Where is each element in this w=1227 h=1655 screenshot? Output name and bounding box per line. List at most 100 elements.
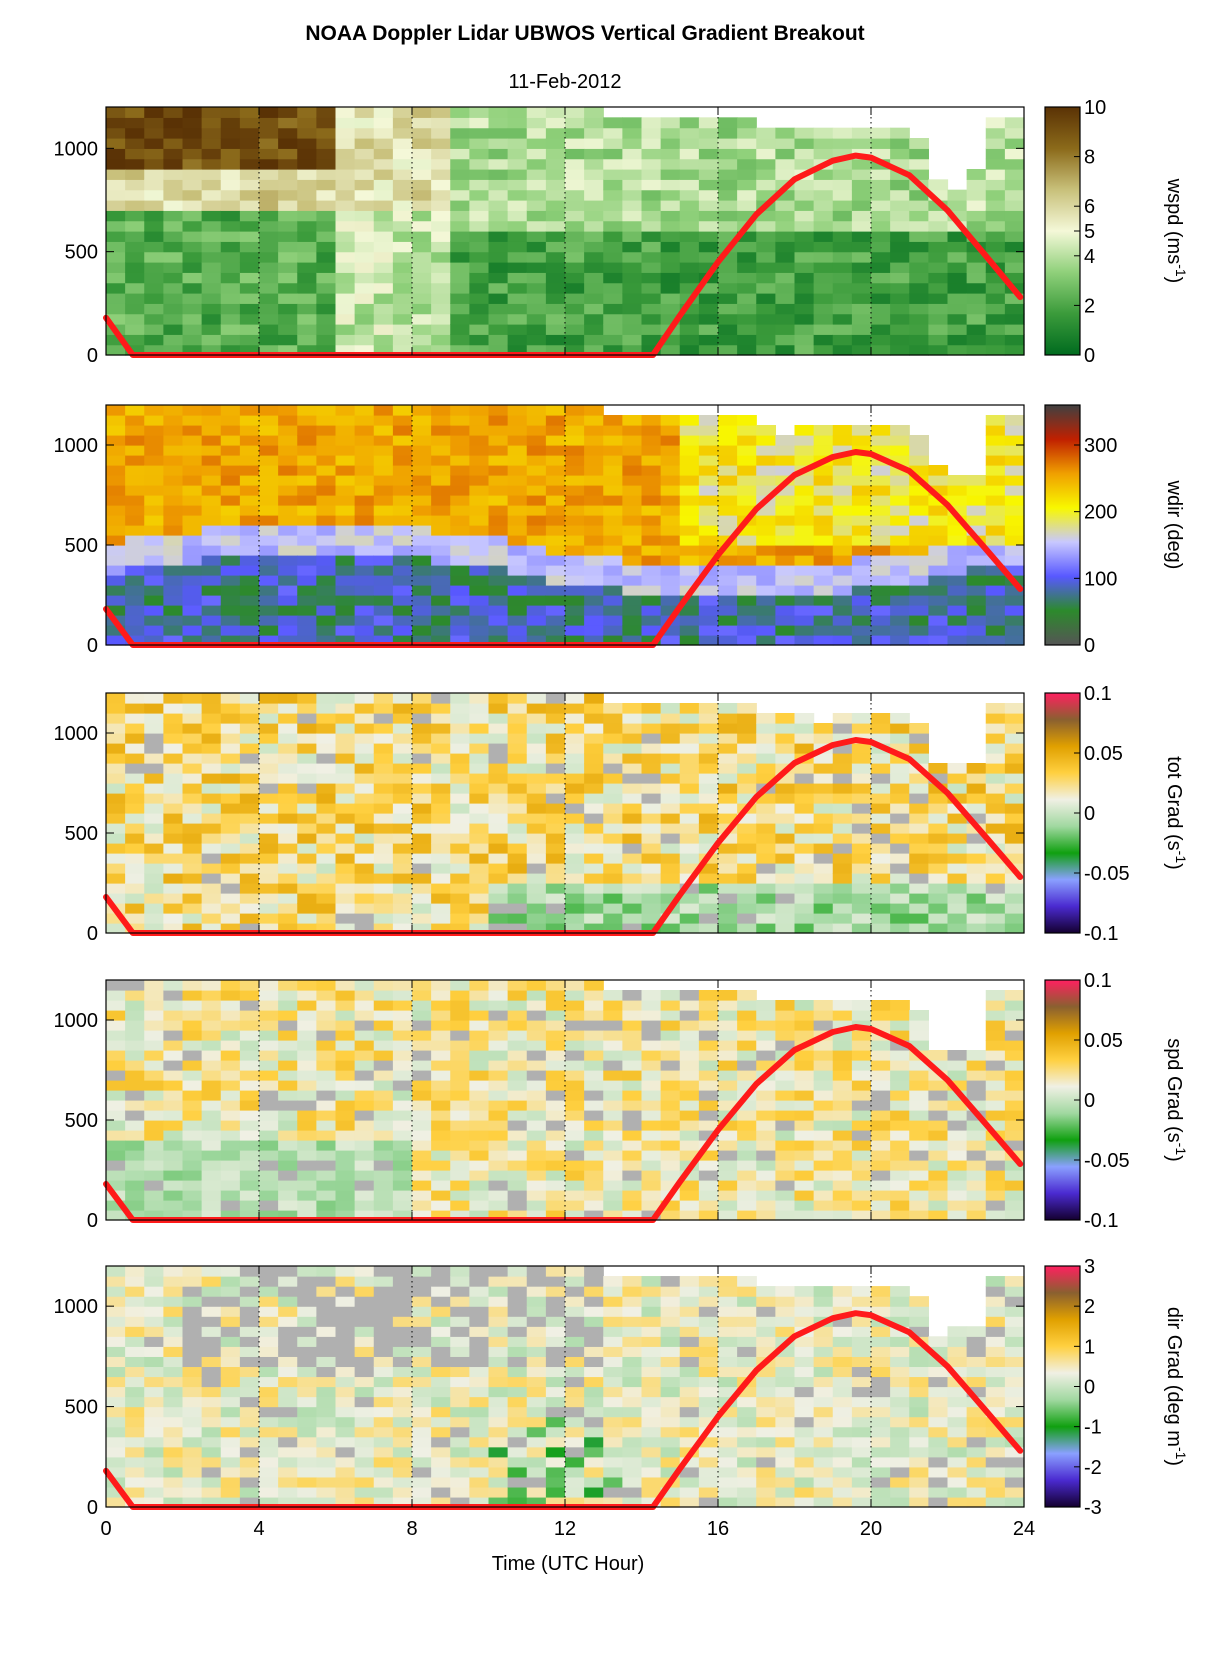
heatmap-cell [335,415,356,426]
heatmap-cell [450,693,470,704]
heatmap-cell [622,793,643,804]
heatmap-cell [335,1020,356,1031]
heatmap-cell [450,833,470,844]
heatmap-cell [698,1120,719,1131]
heatmap-cell [354,545,375,556]
heatmap-cell [890,635,910,646]
heatmap-cell [565,1060,585,1071]
heatmap-cell [545,1000,566,1011]
heatmap-cell [794,1200,815,1211]
heatmap-cell [297,455,317,466]
heatmap-cell [966,1130,987,1141]
heatmap-cell [507,485,528,496]
heatmap-cell [565,262,585,273]
heatmap-cell [163,1040,184,1051]
heatmap-cell [622,1110,643,1121]
heatmap-cell [488,763,509,774]
heatmap-cell [851,813,872,824]
heatmap-cell [947,1070,968,1081]
heatmap-cell [737,1110,757,1121]
heatmap-cell [871,733,891,744]
heatmap-cell [603,241,623,253]
heatmap-cell [259,435,279,446]
heatmap-cell [832,873,853,884]
heatmap-cell [220,1406,241,1418]
heatmap-cell [1004,913,1025,924]
heatmap-cell [220,585,241,596]
heatmap-cell [545,525,566,536]
heatmap-cell [106,117,126,129]
heatmap-cell [392,545,413,556]
heatmap-cell [469,525,490,536]
heatmap-cell [756,1020,776,1031]
heatmap-cell [469,324,490,335]
heatmap-cell [335,833,356,844]
heatmap-cell [679,923,700,934]
heatmap-cell [775,1060,796,1071]
heatmap-cell [488,1130,509,1141]
heatmap-cell [832,1060,853,1071]
heatmap-cell [259,107,279,118]
heatmap-cell [985,585,1006,596]
heatmap-cell [106,585,126,596]
heatmap-cell [392,1090,413,1101]
heatmap-cell [928,1160,949,1171]
heatmap-cell [603,435,623,446]
heatmap-cell [871,282,891,294]
heatmap-cell [354,445,375,456]
heatmap-cell [507,107,528,118]
heatmap-cell [239,117,260,129]
heatmap-cell [1004,903,1025,914]
heatmap-cell [412,615,432,626]
heatmap-cell [603,485,623,496]
heatmap-cell [622,324,643,335]
heatmap-cell [106,595,126,606]
heatmap-cell [737,883,757,894]
heatmap-cell [201,1276,222,1287]
heatmap-cell [220,843,241,854]
heatmap-cell [1004,713,1025,724]
heatmap-cell [775,435,796,446]
heatmap-cell [851,913,872,924]
heatmap-cell [928,555,949,566]
heatmap-cell [756,1180,776,1191]
heatmap-cell [220,1060,241,1071]
heatmap-cell [469,1110,490,1121]
heatmap-cell [220,1366,241,1378]
heatmap-cell [966,545,987,556]
heatmap-cell [335,1476,356,1488]
heatmap-cell [373,313,394,325]
heatmap-cell [660,117,681,129]
heatmap-cell [259,525,279,536]
heatmap-cell [813,495,834,506]
heatmap-cell [966,923,987,934]
heatmap-cell [966,169,987,180]
heatmap-cell [890,863,910,874]
heatmap-cell [890,1050,910,1061]
heatmap-cell [1004,435,1025,446]
heatmap-cell [316,1050,337,1061]
heatmap-cell [220,1416,241,1428]
heatmap-cell [545,843,566,854]
heatmap-cell [335,475,356,486]
heatmap-cell [239,793,260,804]
heatmap-cell [794,783,815,794]
heatmap-cell [641,1130,662,1141]
heatmap-cell [469,158,490,170]
y-tick-label: 0 [87,345,98,367]
heatmap-cell [106,1000,126,1011]
heatmap-cell [278,1120,298,1131]
heatmap-cell [278,980,298,991]
heatmap-cell [354,605,375,616]
heatmap-cell [469,823,490,834]
heatmap-cell [392,990,413,1001]
heatmap-cell [507,324,528,335]
heatmap-cell [163,585,184,596]
heatmap-cell [239,535,260,546]
heatmap-cell [373,703,394,714]
heatmap-cell [316,525,337,536]
heatmap-cell [182,693,203,704]
heatmap-cell [412,1030,432,1041]
heatmap-cell [507,282,528,294]
heatmap-cell [698,555,719,566]
